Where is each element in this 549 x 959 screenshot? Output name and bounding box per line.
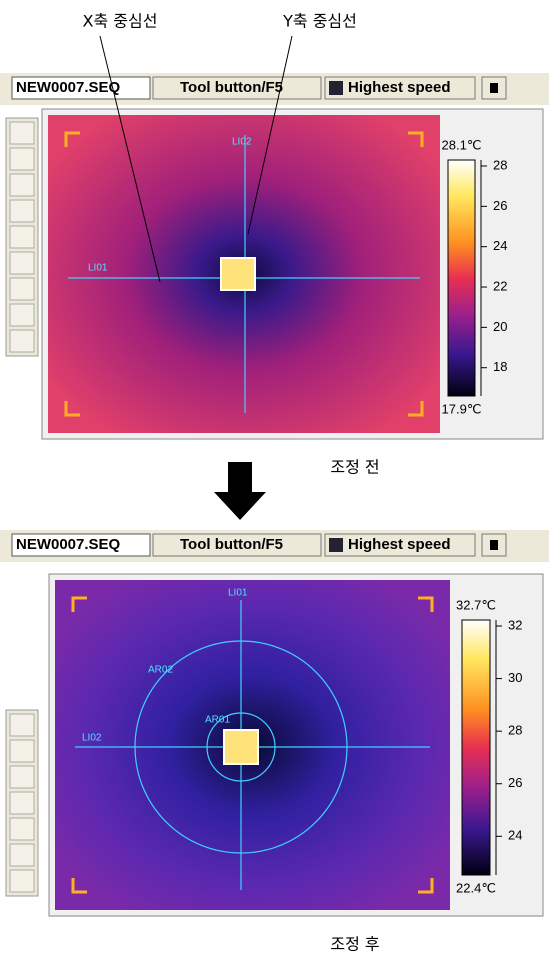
scale-tick-label: 18: [493, 359, 507, 374]
file-name: NEW0007.SEQ: [16, 79, 121, 96]
scale-tick-label: 20: [493, 319, 507, 334]
tool-icon[interactable]: [10, 278, 34, 300]
tool-icon[interactable]: [10, 330, 34, 352]
tool-icon[interactable]: [10, 870, 34, 892]
scale-tick-label: 28: [508, 723, 522, 738]
scale-min: 17.9℃: [442, 401, 482, 416]
tool-icon[interactable]: [10, 818, 34, 840]
save-icon: [329, 81, 343, 95]
scale-tick-label: 26: [508, 775, 522, 790]
annotation: Y축 중심선: [282, 12, 357, 31]
scale-tick-label: 26: [493, 198, 507, 213]
roi-label: LI01: [228, 588, 248, 599]
tool-icon[interactable]: [10, 122, 34, 144]
color-bar: [448, 160, 475, 396]
color-bar: [462, 620, 490, 875]
speed-label: Highest speed: [348, 536, 451, 553]
tool-button-label: Tool button/F5: [180, 79, 283, 96]
roi-label: LI02: [232, 137, 252, 148]
panel: NEW0007.SEQ Tool button/F5 Highest speed LI…: [0, 530, 549, 954]
tool-icon[interactable]: [10, 714, 34, 736]
tool-icon[interactable]: [10, 740, 34, 762]
roi-label: AR01: [205, 715, 230, 726]
tool-button-label: Tool button/F5: [180, 536, 283, 553]
tool-icon[interactable]: [10, 766, 34, 788]
caption: 조정 전: [330, 458, 379, 477]
scale-tick-label: 28: [493, 157, 507, 172]
pause-icon: [490, 540, 498, 550]
hot-spot: [221, 258, 255, 290]
scale-max: 32.7℃: [456, 597, 496, 612]
scale-tick-label: 32: [508, 617, 522, 632]
annotation: X축 중심선: [83, 12, 158, 31]
roi-label: LI02: [82, 733, 102, 744]
roi-label: LI01: [88, 263, 108, 274]
tool-icon[interactable]: [10, 792, 34, 814]
file-name: NEW0007.SEQ: [16, 536, 121, 553]
caption: 조정 후: [330, 935, 379, 954]
tool-icon[interactable]: [10, 304, 34, 326]
down-arrow: [214, 462, 266, 520]
scale-tick-label: 30: [508, 670, 522, 685]
scale-tick-label: 22: [493, 278, 507, 293]
tool-icon[interactable]: [10, 148, 34, 170]
scale-min: 22.4℃: [456, 880, 496, 895]
scale-tick-label: 24: [508, 828, 522, 843]
pause-icon: [490, 83, 498, 93]
hot-spot: [224, 730, 258, 764]
save-icon: [329, 538, 343, 552]
tool-icon[interactable]: [10, 200, 34, 222]
tool-icon[interactable]: [10, 226, 34, 248]
speed-label: Highest speed: [348, 79, 451, 96]
panel: NEW0007.SEQ Tool button/F5 Highest speed LI…: [0, 73, 549, 477]
tool-icon[interactable]: [10, 174, 34, 196]
screenshot: X축 중심선 Y축 중심선 NEW0007.SEQ Tool button/F5 H…: [0, 0, 549, 959]
scale-tick-label: 24: [493, 238, 507, 253]
roi-label: AR02: [148, 665, 173, 676]
tool-icon[interactable]: [10, 252, 34, 274]
scale-max: 28.1℃: [442, 137, 482, 152]
tool-icon[interactable]: [10, 844, 34, 866]
